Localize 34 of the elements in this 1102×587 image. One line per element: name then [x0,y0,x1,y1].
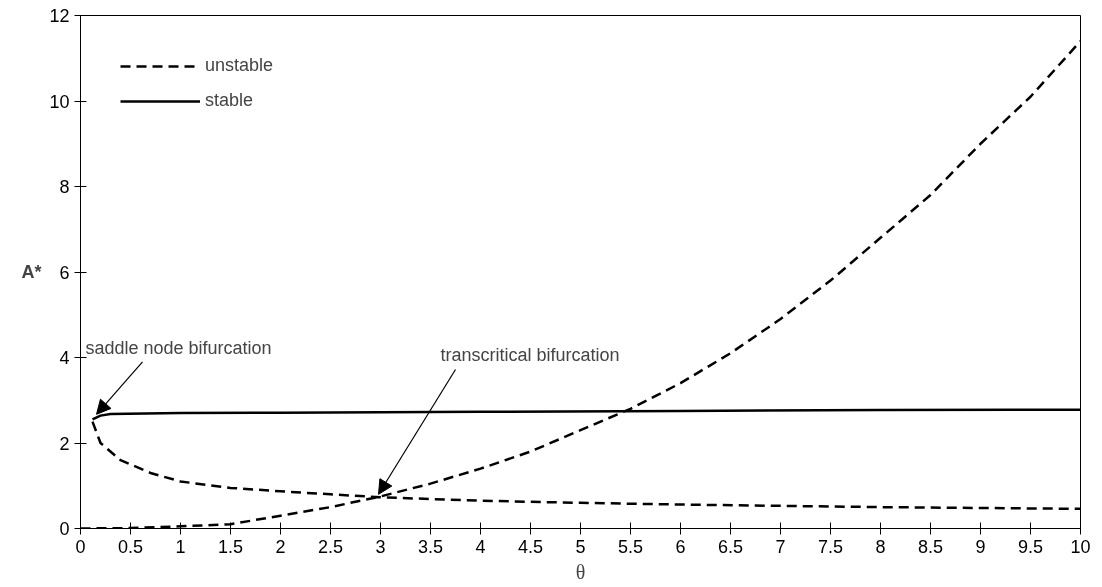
x-tick-label: 6 [675,536,686,557]
y-tick-label: 0 [59,519,70,539]
x-tick-label: 3 [375,536,386,557]
x-tick-label: 7.5 [817,536,844,557]
y-tick-label: 8 [59,177,70,197]
x-tick-label: 9.5 [1017,536,1044,557]
y-tick-label: 4 [59,348,70,368]
x-tick-label: 10 [1070,536,1091,557]
x-tick-label: 3.5 [417,536,444,557]
x-tick-label: 0 [75,536,86,557]
x-axis-title: θ [575,560,586,583]
x-tick-label: 2.5 [317,536,344,557]
y-axis-title: A* [21,262,42,282]
x-tick-label: 0.5 [117,536,144,557]
y-tick-label: 6 [59,262,70,283]
legend-label: unstable [205,55,274,76]
x-tick-label: 1.5 [217,536,244,557]
annotation: saddle node bifurcation [85,337,272,358]
y-tick-label: 10 [49,91,70,112]
legend-label: stable [205,90,254,111]
x-tick-label: 8.5 [917,536,944,557]
annotation: transcritical bifurcation [440,345,620,366]
y-tick-label: 2 [59,433,70,454]
x-tick-label: 5.5 [617,536,644,557]
x-tick-label: 4 [475,536,486,557]
x-tick-label: 9 [975,536,986,557]
y-tick-label: 12 [49,6,70,26]
x-tick-label: 6.5 [717,536,744,557]
x-tick-label: 4.5 [517,536,544,557]
x-tick-label: 1 [175,536,186,557]
x-tick-label: 2 [275,536,286,557]
x-tick-label: 7 [775,536,786,557]
x-tick-label: 5 [575,536,586,557]
x-tick-label: 8 [875,536,886,557]
